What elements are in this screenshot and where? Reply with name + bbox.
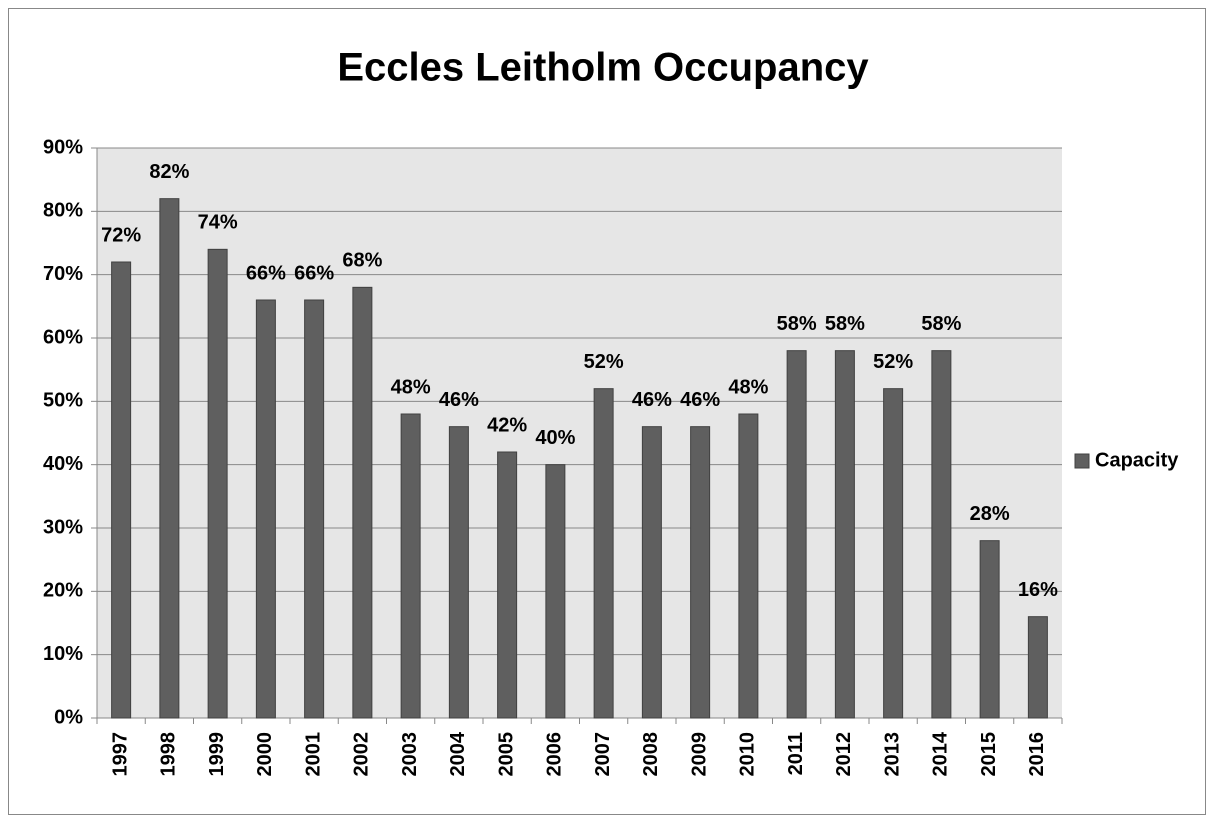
- x-tick-label: 2015: [978, 732, 1000, 777]
- data-label: 52%: [873, 351, 913, 373]
- data-label: 52%: [584, 351, 624, 373]
- y-tick-label: 60%: [43, 326, 83, 348]
- data-label: 46%: [439, 389, 479, 411]
- data-label: 40%: [535, 427, 575, 449]
- bar: [352, 286, 373, 719]
- x-tick-label: 1999: [206, 732, 228, 777]
- bar: [641, 426, 662, 719]
- x-tick-label: 2008: [640, 732, 662, 777]
- bar: [738, 413, 759, 719]
- y-tick-label: 50%: [43, 390, 83, 412]
- bar: [931, 350, 952, 719]
- x-tick-label: 2014: [930, 731, 952, 776]
- data-label: 28%: [970, 503, 1010, 525]
- x-tick-label: 2001: [302, 732, 324, 777]
- y-tick-label: 0%: [54, 706, 83, 728]
- bar: [1027, 616, 1048, 719]
- bar: [111, 261, 132, 719]
- x-tick-label: 2013: [881, 732, 903, 777]
- x-tick-label: 2010: [737, 732, 759, 777]
- x-tick-label: 2009: [688, 732, 710, 777]
- bar: [834, 350, 855, 719]
- bar: [786, 350, 807, 719]
- bar: [207, 248, 228, 719]
- x-tick-label: 1997: [109, 732, 131, 777]
- data-label: 46%: [632, 389, 672, 411]
- x-tick-label: 2006: [544, 732, 566, 777]
- x-tick-label: 2007: [592, 732, 614, 777]
- bar: [400, 413, 421, 719]
- x-tick-label: 2002: [351, 732, 373, 777]
- x-tick-label: 1998: [158, 732, 180, 777]
- y-tick-label: 80%: [43, 200, 83, 222]
- y-tick-label: 10%: [43, 643, 83, 665]
- data-label: 42%: [487, 414, 527, 436]
- data-label: 74%: [198, 212, 238, 234]
- bar: [690, 426, 711, 719]
- bar: [979, 540, 1000, 719]
- data-label: 68%: [342, 250, 382, 272]
- data-label: 82%: [149, 161, 189, 183]
- x-tick-label: 2005: [495, 732, 517, 777]
- y-tick-label: 30%: [43, 516, 83, 538]
- bar: [159, 198, 180, 719]
- legend-label: Capacity: [1095, 449, 1179, 471]
- y-tick-label: 20%: [43, 580, 83, 602]
- legend-swatch: [1074, 453, 1090, 469]
- plot-area: [97, 148, 1062, 718]
- x-tick-label: 2004: [447, 731, 469, 776]
- y-tick-label: 70%: [43, 263, 83, 285]
- x-tick-label: 2000: [254, 732, 276, 777]
- data-label: 58%: [777, 313, 817, 335]
- data-label: 46%: [680, 389, 720, 411]
- x-tick-label: 2012: [833, 732, 855, 777]
- data-label: 16%: [1018, 579, 1058, 601]
- bar: [545, 464, 566, 719]
- bar: [304, 299, 325, 719]
- y-tick-label: 40%: [43, 453, 83, 475]
- data-label: 48%: [728, 376, 768, 398]
- bar: [255, 299, 276, 719]
- x-tick-label: 2016: [1026, 732, 1048, 777]
- bar: [883, 388, 904, 719]
- bar: [497, 451, 518, 719]
- y-tick-label: 90%: [43, 136, 83, 158]
- bar: [593, 388, 614, 719]
- data-label: 58%: [921, 313, 961, 335]
- data-label: 66%: [294, 262, 334, 284]
- x-tick-label: 2003: [399, 732, 421, 777]
- data-label: 48%: [391, 376, 431, 398]
- x-tick-label: 2011: [785, 732, 807, 775]
- data-label: 66%: [246, 262, 286, 284]
- bar: [448, 426, 469, 719]
- data-label: 72%: [101, 224, 141, 246]
- chart-title: Eccles Leitholm Occupancy: [337, 46, 869, 90]
- data-label: 58%: [825, 313, 865, 335]
